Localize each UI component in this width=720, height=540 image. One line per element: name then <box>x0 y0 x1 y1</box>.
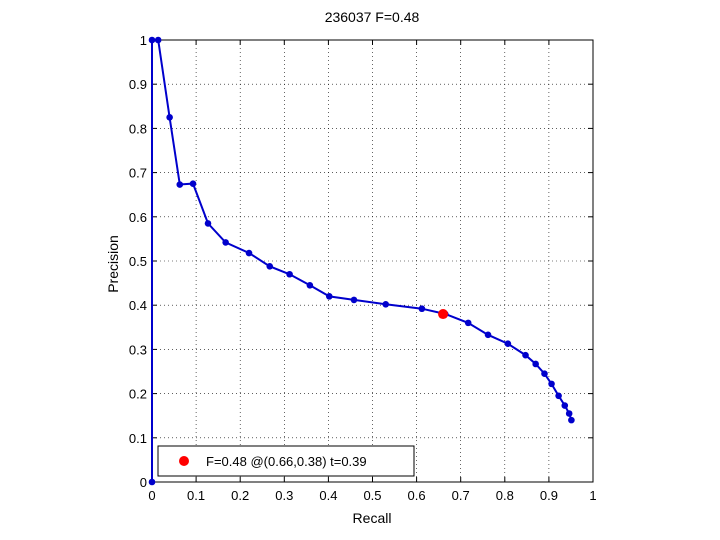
data-point <box>548 380 555 388</box>
data-point <box>266 263 274 270</box>
marker-layer <box>438 309 449 320</box>
y-axis-title: Precision <box>105 235 121 293</box>
legend: F=0.48 @(0.66,0.38) t=0.39 <box>157 445 415 477</box>
data-point <box>286 270 293 278</box>
data-point <box>154 36 162 44</box>
data-point <box>418 305 426 313</box>
data-point <box>382 301 390 308</box>
legend-marker-dot <box>179 456 189 466</box>
series-line <box>151 39 573 482</box>
data-point <box>189 180 197 187</box>
data-point <box>541 370 548 378</box>
data-point <box>245 249 253 257</box>
y-tick-label: 0.7 <box>129 166 147 181</box>
legend-box <box>157 445 415 477</box>
data-point <box>306 282 314 289</box>
x-tick-label: 1 <box>589 488 596 503</box>
data-point <box>148 478 156 486</box>
x-tick-label: 0.8 <box>496 488 514 503</box>
grid-layer <box>152 40 593 482</box>
y-tick-label: 1 <box>140 33 147 48</box>
data-point <box>148 36 156 44</box>
data-point <box>568 416 575 424</box>
x-tick-label: 0.7 <box>452 488 470 503</box>
f-measure-marker <box>438 309 449 320</box>
y-tick-label: 0.6 <box>129 210 147 225</box>
y-tick-label: 0 <box>140 475 147 490</box>
x-tick-label: 0.3 <box>275 488 293 503</box>
data-point <box>532 360 539 368</box>
x-tick-label: 0.6 <box>408 488 426 503</box>
y-tick-label: 0.9 <box>129 77 147 92</box>
data-point <box>565 410 573 417</box>
x-tick-label: 0.4 <box>319 488 337 503</box>
data-point <box>555 392 562 400</box>
data-point <box>561 402 569 409</box>
data-point <box>522 351 529 359</box>
y-tick-label: 0.3 <box>129 342 147 357</box>
data-point <box>484 331 492 339</box>
data-point <box>204 220 212 227</box>
y-tick-label: 0.5 <box>129 254 147 269</box>
y-tick-label: 0.8 <box>129 121 147 136</box>
data-point <box>464 319 472 327</box>
x-tick-label: 0 <box>148 488 155 503</box>
data-point <box>222 239 229 246</box>
data-point <box>504 340 512 347</box>
x-tick-label: 0.2 <box>231 488 249 503</box>
data-point <box>176 181 184 188</box>
x-tick-label: 0.9 <box>540 488 558 503</box>
legend-label: F=0.48 @(0.66,0.38) t=0.39 <box>206 454 367 469</box>
x-tick-label: 0.1 <box>187 488 205 503</box>
data-point <box>350 296 358 304</box>
x-axis-title: Recall <box>353 510 392 526</box>
ticks-layer: 0 0.1 0.2 0.3 0.4 0.5 0.6 0.7 0.8 0.9 1 0 0.1 0.2 0.3 0… <box>129 33 597 503</box>
y-tick-label: 0.2 <box>129 387 147 402</box>
data-point <box>166 114 173 121</box>
y-tick-label: 0.1 <box>129 431 147 446</box>
x-tick-label: 0.5 <box>363 488 381 503</box>
data-point <box>325 293 333 300</box>
y-tick-label: 0.4 <box>129 298 147 313</box>
chart-title: 236037 F=0.48 <box>325 9 420 25</box>
